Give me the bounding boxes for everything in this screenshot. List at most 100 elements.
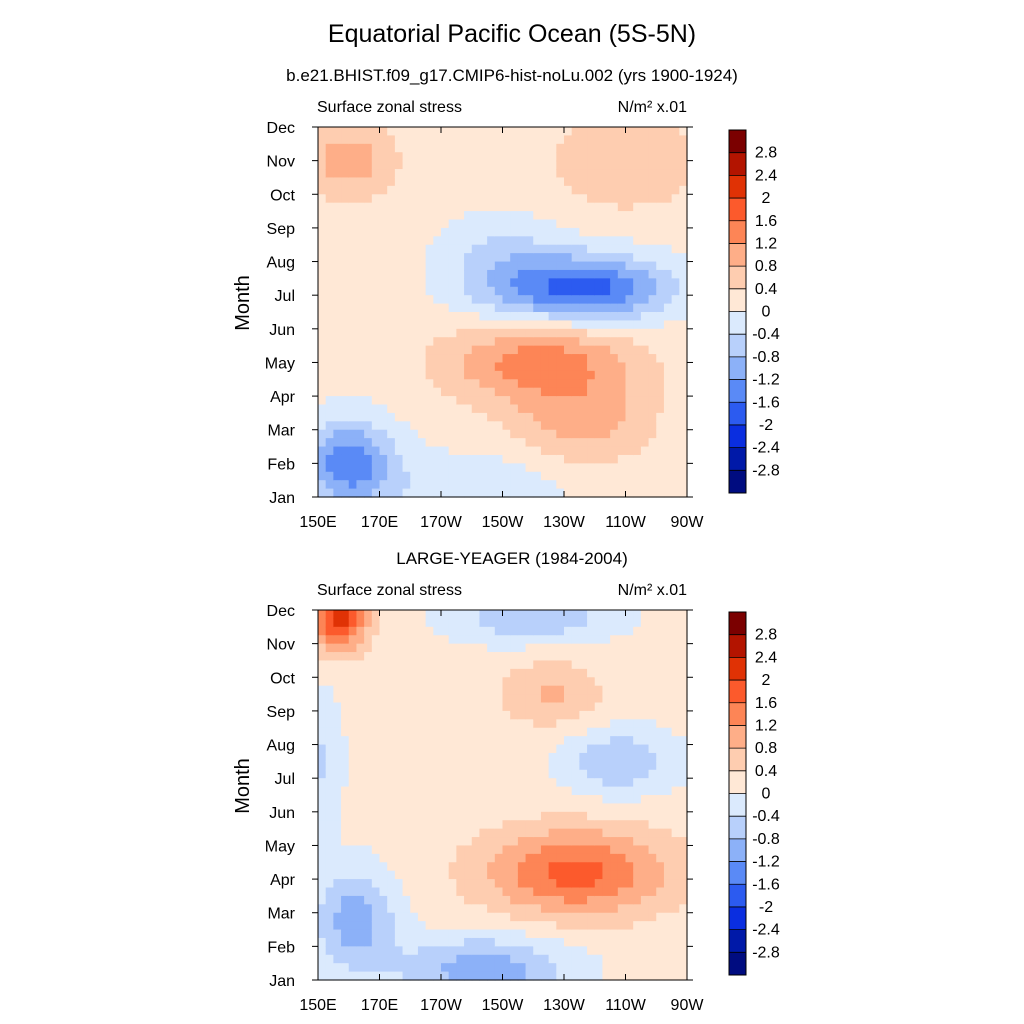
heatmap-cell: [379, 744, 388, 754]
heatmap-cell: [625, 635, 634, 645]
heatmap-cell: [364, 685, 373, 695]
heatmap-cell: [441, 946, 450, 956]
heatmap-cell: [556, 837, 565, 847]
heatmap-cell: [548, 668, 557, 678]
heatmap-cell: [533, 719, 542, 729]
colorbar-swatch: [729, 356, 746, 380]
heatmap-cell: [487, 626, 496, 636]
heatmap-cell: [479, 412, 488, 422]
heatmap-cell: [433, 421, 442, 431]
main-title: Equatorial Pacific Ocean (5S-5N): [327, 20, 697, 48]
heatmap-cell: [656, 211, 665, 221]
heatmap-cell: [379, 370, 388, 380]
heatmap-cell: [402, 211, 411, 221]
heatmap-cell: [318, 412, 327, 422]
heatmap-cell: [379, 404, 388, 414]
heatmap-cell: [510, 219, 519, 229]
heatmap-cell: [402, 438, 411, 448]
heatmap-cell: [410, 963, 419, 973]
heatmap-cell: [633, 152, 642, 162]
heatmap-cell: [448, 278, 457, 288]
heatmap-cell: [394, 887, 404, 897]
heatmap-cell: [494, 127, 504, 137]
heatmap-cell: [502, 278, 511, 288]
heatmap-cell: [540, 635, 550, 645]
heatmap-cell: [579, 727, 588, 737]
heatmap-cell: [602, 480, 611, 490]
heatmap-cell: [318, 370, 327, 380]
heatmap-cell: [564, 412, 573, 422]
heatmap-cell: [556, 253, 565, 263]
heatmap-cell: [679, 937, 688, 947]
heatmap-cell: [348, 236, 358, 246]
heatmap-cell: [371, 921, 381, 931]
heatmap-cell: [540, 337, 550, 347]
heatmap-cell: [487, 719, 496, 729]
heatmap-cell: [564, 626, 573, 636]
heatmap-cell: [364, 211, 373, 221]
heatmap-cell: [425, 912, 434, 922]
heatmap-cell: [464, 626, 473, 636]
heatmap-cell: [425, 169, 434, 179]
heatmap-cell: [564, 438, 573, 448]
heatmap-cell: [325, 269, 334, 279]
heatmap-cell: [663, 143, 673, 153]
heatmap-cell: [617, 879, 627, 889]
heatmap-cell: [487, 328, 496, 338]
heatmap-cell: [356, 904, 365, 914]
heatmap-cell: [671, 354, 680, 364]
heatmap-cell: [625, 160, 634, 170]
heatmap-cell: [564, 769, 573, 779]
heatmap-cell: [379, 887, 388, 897]
heatmap-cell: [610, 761, 619, 771]
heatmap-cell: [348, 946, 358, 956]
heatmap-cell: [525, 853, 534, 863]
heatmap-cell: [448, 185, 457, 195]
heatmap-cell: [456, 744, 465, 754]
heatmap-cell: [356, 169, 365, 179]
heatmap-cell: [525, 803, 534, 813]
heatmap-cell: [341, 879, 350, 889]
heatmap-cell: [679, 795, 688, 805]
y-tick-label: Oct: [270, 670, 295, 687]
heatmap-cell: [417, 345, 427, 355]
heatmap-cell: [648, 236, 657, 246]
heatmap-cell: [663, 668, 673, 678]
heatmap-cell: [417, 635, 427, 645]
heatmap-cell: [356, 937, 365, 947]
heatmap-cell: [356, 879, 365, 889]
heatmap-cell: [579, 887, 588, 897]
heatmap-cell: [540, 610, 550, 620]
heatmap-cell: [425, 471, 434, 481]
heatmap-cell: [656, 286, 665, 296]
heatmap-cell: [594, 328, 604, 338]
heatmap-cell: [356, 618, 365, 628]
colorbar-label: -1.2: [752, 854, 780, 871]
heatmap-cell: [448, 761, 457, 771]
heatmap-cell: [325, 929, 334, 939]
heatmap-cell: [617, 135, 627, 145]
heatmap-cell: [617, 446, 627, 456]
heatmap-cell: [425, 396, 434, 406]
heatmap-cell: [540, 912, 550, 922]
heatmap-cell: [671, 820, 680, 830]
heatmap-cell: [494, 202, 504, 212]
heatmap-cell: [587, 253, 596, 263]
heatmap-cell: [656, 811, 665, 821]
heatmap-cell: [479, 463, 488, 473]
heatmap-cell: [417, 820, 427, 830]
heatmap-cell: [648, 811, 657, 821]
heatmap-cell: [379, 429, 388, 439]
heatmap-cell: [471, 211, 481, 221]
heatmap-cell: [402, 480, 411, 490]
heatmap-cell: [517, 480, 527, 490]
heatmap-cell: [464, 912, 473, 922]
heatmap-cell: [487, 404, 496, 414]
heatmap-cell: [371, 971, 381, 981]
heatmap-cell: [464, 269, 473, 279]
heatmap-cell: [410, 261, 419, 271]
heatmap-cell: [318, 761, 327, 771]
heatmap-cell: [587, 463, 596, 473]
heatmap-cell: [394, 803, 404, 813]
heatmap-cell: [648, 379, 657, 389]
